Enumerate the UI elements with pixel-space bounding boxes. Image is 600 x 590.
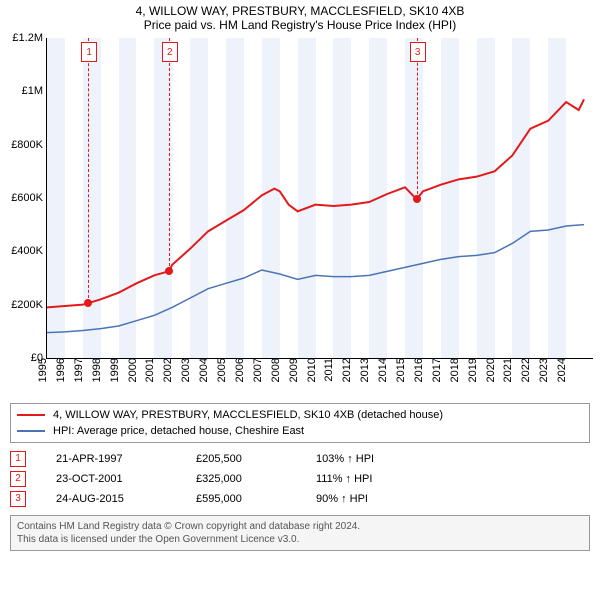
x-tick-label: 2004 xyxy=(198,358,210,382)
x-tick-label: 2003 xyxy=(180,358,192,382)
x-tick-label: 2023 xyxy=(538,358,550,382)
legend-swatch xyxy=(17,414,45,416)
legend: 4, WILLOW WAY, PRESTBURY, MACCLESFIELD, … xyxy=(10,403,590,443)
title-subtitle: Price paid vs. HM Land Registry's House … xyxy=(0,18,600,32)
x-tick-label: 2007 xyxy=(252,358,264,382)
x-tick-label: 2008 xyxy=(270,358,282,382)
x-tick-label: 1999 xyxy=(109,358,121,382)
x-tick-label: 2022 xyxy=(520,358,532,382)
x-tick-label: 1997 xyxy=(73,358,85,382)
x-tick-label: 2005 xyxy=(216,358,228,382)
legend-label: 4, WILLOW WAY, PRESTBURY, MACCLESFIELD, … xyxy=(53,407,443,423)
event-price: £325,000 xyxy=(196,469,286,489)
event-date: 23-OCT-2001 xyxy=(56,469,166,489)
legend-row: HPI: Average price, detached house, Ches… xyxy=(17,423,583,439)
legend-row: 4, WILLOW WAY, PRESTBURY, MACCLESFIELD, … xyxy=(17,407,583,423)
legend-label: HPI: Average price, detached house, Ches… xyxy=(53,423,304,439)
marker-box-1: 1 xyxy=(10,451,26,467)
y-tick-label: £800K xyxy=(11,139,47,151)
price-events-table: 1 21-APR-1997 £205,500 103% ↑ HPI 2 23-OCT-20… xyxy=(10,449,590,509)
x-tick-label: 2000 xyxy=(127,358,139,382)
page: 4, WILLOW WAY, PRESTBURY, MACCLESFIELD, … xyxy=(0,0,600,590)
title-address: 4, WILLOW WAY, PRESTBURY, MACCLESFIELD, … xyxy=(0,4,600,18)
y-tick-label: £400K xyxy=(11,245,47,257)
chart-area: £0£200K£400K£600K£800K£1M£1.2M1995199619… xyxy=(46,38,593,359)
x-tick-label: 2015 xyxy=(395,358,407,382)
x-tick-label: 2012 xyxy=(341,358,353,382)
y-tick-label: £600K xyxy=(11,192,47,204)
x-tick-label: 1996 xyxy=(55,358,67,382)
x-tick-label: 2013 xyxy=(359,358,371,382)
x-tick-label: 2001 xyxy=(144,358,156,382)
x-tick-label: 2021 xyxy=(502,358,514,382)
legend-swatch xyxy=(17,430,45,432)
marker-flag-1: 1 xyxy=(81,42,97,62)
x-tick-label: 2018 xyxy=(449,358,461,382)
x-tick-label: 2009 xyxy=(288,358,300,382)
series-price_paid xyxy=(47,99,584,307)
y-tick-label: £1.2M xyxy=(12,32,47,44)
marker-flag-3: 3 xyxy=(410,42,426,62)
chart-titles: 4, WILLOW WAY, PRESTBURY, MACCLESFIELD, … xyxy=(0,0,600,32)
series-hpi xyxy=(47,225,584,333)
price-event-row: 2 23-OCT-2001 £325,000 111% ↑ HPI xyxy=(10,469,590,489)
y-tick-label: £200K xyxy=(11,299,47,311)
x-tick-label: 2011 xyxy=(323,358,335,382)
x-tick-label: 2006 xyxy=(234,358,246,382)
event-hpi-pct: 111% ↑ HPI xyxy=(316,469,372,489)
y-tick-label: £1M xyxy=(22,85,47,97)
price-event-row: 1 21-APR-1997 £205,500 103% ↑ HPI xyxy=(10,449,590,469)
footer-attribution: Contains HM Land Registry data © Crown c… xyxy=(10,515,590,551)
event-hpi-pct: 90% ↑ HPI xyxy=(316,489,368,509)
event-price: £595,000 xyxy=(196,489,286,509)
footer-line2: This data is licensed under the Open Gov… xyxy=(17,533,583,546)
marker-box-2: 2 xyxy=(10,471,26,487)
x-tick-label: 2017 xyxy=(431,358,443,382)
x-tick-label: 2014 xyxy=(377,358,389,382)
x-tick-label: 2020 xyxy=(485,358,497,382)
x-tick-label: 1995 xyxy=(37,358,49,382)
x-tick-label: 2002 xyxy=(162,358,174,382)
x-tick-label: 2010 xyxy=(306,358,318,382)
x-tick-label: 2016 xyxy=(413,358,425,382)
x-tick-label: 1998 xyxy=(91,358,103,382)
x-tick-label: 2019 xyxy=(467,358,479,382)
marker-box-3: 3 xyxy=(10,491,26,507)
event-price: £205,500 xyxy=(196,449,286,469)
event-date: 21-APR-1997 xyxy=(56,449,166,469)
event-date: 24-AUG-2015 xyxy=(56,489,166,509)
event-hpi-pct: 103% ↑ HPI xyxy=(316,449,374,469)
marker-flag-2: 2 xyxy=(162,42,178,62)
x-tick-label: 2024 xyxy=(556,358,568,382)
footer-line1: Contains HM Land Registry data © Crown c… xyxy=(17,520,583,533)
price-event-row: 3 24-AUG-2015 £595,000 90% ↑ HPI xyxy=(10,489,590,509)
